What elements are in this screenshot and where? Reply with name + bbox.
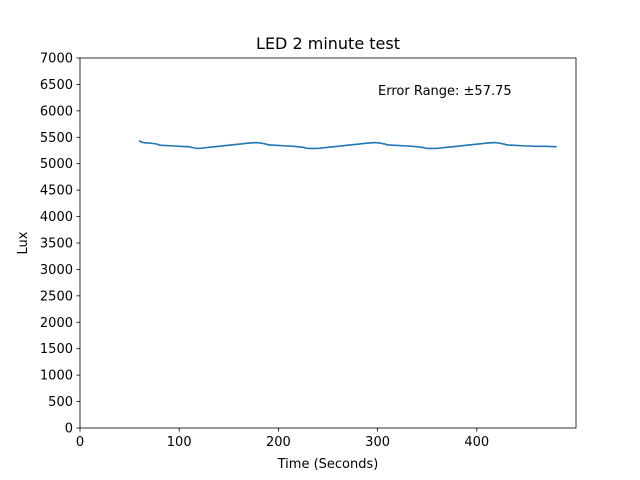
y-tick-label: 1500 xyxy=(40,342,73,357)
x-tick-label: 400 xyxy=(464,435,489,450)
x-tick-label: 300 xyxy=(365,435,390,450)
y-tick-label: 500 xyxy=(48,395,73,410)
x-tick-label: 200 xyxy=(266,435,291,450)
x-axis-ticks: 0 100 200 300 400 xyxy=(76,428,489,450)
y-tick-label: 0 xyxy=(65,422,73,437)
y-tick-label: 6000 xyxy=(40,104,73,119)
y-tick-label: 2000 xyxy=(40,316,73,331)
y-tick-label: 3500 xyxy=(40,237,73,252)
y-tick-label: 6500 xyxy=(40,78,73,93)
x-tick-label: 0 xyxy=(76,435,84,450)
y-tick-label: 1000 xyxy=(40,369,73,384)
chart-title: LED 2 minute test xyxy=(256,34,400,53)
y-tick-label: 5000 xyxy=(40,157,73,172)
y-axis-ticks: 0 500 1000 1500 2000 2500 3000 3500 4000 4500 5000… xyxy=(40,52,80,437)
y-tick-label: 4500 xyxy=(40,184,73,199)
plot-frame xyxy=(79,57,577,429)
y-tick-label: 2500 xyxy=(40,289,73,304)
y-tick-label: 3000 xyxy=(40,263,73,278)
y-axis-label: Lux xyxy=(16,231,31,254)
y-tick-label: 7000 xyxy=(40,52,73,67)
series-line xyxy=(138,140,557,150)
error-range-annotation: Error Range: ±57.75 xyxy=(378,84,512,99)
y-tick-label: 5500 xyxy=(40,131,73,146)
y-tick-label: 4000 xyxy=(40,210,73,225)
x-tick-label: 100 xyxy=(167,435,192,450)
x-axis-label: Time (Seconds) xyxy=(277,457,379,472)
